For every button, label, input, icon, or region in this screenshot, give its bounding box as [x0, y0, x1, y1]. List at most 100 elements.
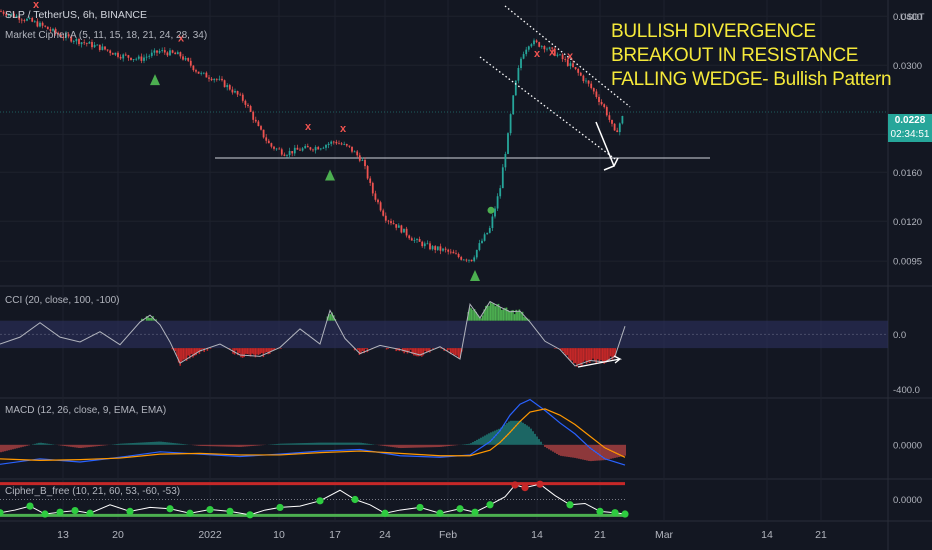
candle-body	[140, 56, 143, 61]
candle-body	[265, 137, 268, 141]
cipher-dot	[596, 507, 604, 515]
candle-body	[85, 42, 88, 44]
x-tick-label: 14	[531, 529, 543, 541]
cipher-dot	[246, 511, 254, 519]
candle-body	[174, 52, 177, 55]
candle-body	[208, 77, 210, 79]
cipher-dot	[511, 481, 519, 489]
candle-body	[83, 42, 86, 44]
cipher-a-label[interactable]: Market Cipher A (5, 11, 15, 18, 21, 24, …	[5, 30, 208, 41]
x-tick-label: Mar	[655, 529, 674, 541]
candle-body	[338, 143, 340, 145]
cipher-dot	[316, 497, 324, 505]
candle-body	[169, 50, 171, 56]
candle-body	[408, 235, 411, 239]
candle-body	[418, 239, 421, 242]
candle-body	[527, 46, 530, 50]
sell-signal-mark: x	[305, 121, 312, 133]
candle-body	[176, 52, 179, 55]
macd-label[interactable]: MACD (12, 26, close, 9, EMA, EMA)	[5, 405, 167, 416]
candle-body	[608, 115, 611, 120]
candle-body	[148, 55, 151, 57]
x-tick-label: 21	[594, 529, 606, 541]
candle-body	[327, 143, 330, 146]
candle-body	[62, 37, 65, 38]
candle-body	[7, 14, 10, 16]
symbol-title[interactable]: SLP / TetherUS, 6h, BINANCE	[5, 9, 148, 21]
cci-label[interactable]: CCI (20, close, 100, -100)	[5, 295, 120, 306]
macd-tick-label: 0.0000	[893, 440, 922, 451]
candle-body	[611, 119, 613, 124]
cci-tick-label: -400.0	[893, 385, 920, 396]
candle-body	[322, 147, 325, 149]
x-tick-label: 10	[273, 529, 285, 541]
candle-body	[603, 104, 606, 108]
cci-line	[0, 300, 626, 367]
candle-body	[213, 78, 216, 81]
candle-body	[65, 34, 67, 38]
candle-body	[585, 80, 587, 82]
currency-label[interactable]: USDT	[900, 12, 925, 22]
candle-body	[421, 241, 424, 247]
sell-signal-mark: x	[549, 46, 556, 58]
candle-body	[88, 41, 91, 44]
candle-body	[582, 75, 585, 82]
candle-body	[163, 50, 166, 53]
cipher-dot	[487, 206, 495, 214]
price-tick-label: 0.0160	[893, 168, 922, 179]
candle-body	[504, 153, 507, 168]
candle-body	[223, 80, 226, 88]
price-tick-label: 0.0095	[893, 257, 922, 268]
candle-body	[455, 253, 457, 255]
cipher-dot	[71, 507, 79, 515]
candle-body	[137, 56, 140, 59]
candle-body	[182, 56, 184, 60]
candle-body	[273, 146, 275, 149]
candle-body	[135, 58, 138, 60]
cipher-dot	[166, 505, 174, 513]
candle-body	[218, 78, 221, 80]
candle-body	[291, 151, 294, 154]
candle-body	[452, 251, 455, 254]
candle-body	[96, 44, 99, 46]
candle-body	[304, 146, 307, 149]
candle-body	[114, 52, 117, 55]
candle-body	[491, 216, 494, 229]
candle-body	[221, 78, 223, 81]
price-tick-label: 0.0400	[893, 12, 922, 23]
candle-body	[442, 248, 444, 251]
candle-body	[41, 22, 44, 26]
candle-body	[5, 13, 8, 16]
cipher-dot	[521, 484, 529, 492]
candle-body	[377, 199, 379, 203]
cipher-dot	[536, 480, 544, 488]
candle-body	[228, 85, 231, 90]
candle-body	[551, 47, 554, 49]
candle-body	[283, 154, 286, 156]
cipher-dot	[26, 502, 34, 510]
cci-divergence-arrow	[577, 355, 623, 368]
candle-body	[184, 57, 187, 60]
cipher-dot	[381, 509, 389, 517]
candle-body	[525, 49, 528, 55]
candle-body	[252, 111, 255, 120]
buy-signal-triangle	[325, 169, 335, 181]
candle-body	[197, 71, 200, 74]
cipher-dot	[351, 495, 359, 504]
candle-body	[413, 239, 416, 241]
candle-body	[431, 246, 434, 250]
candle-body	[39, 22, 41, 27]
candles	[0, 9, 624, 263]
candle-body	[335, 141, 338, 144]
candle-body	[361, 159, 364, 161]
candle-body	[384, 215, 387, 221]
candle-body	[540, 46, 543, 47]
candle-body	[429, 243, 431, 250]
candle-body	[400, 225, 403, 233]
candle-body	[538, 42, 541, 47]
cipher-dot	[276, 503, 284, 512]
candle-body	[312, 149, 314, 151]
cipher-b-label[interactable]: Cipher_B_free (10, 21, 60, 53, -60, -53)	[5, 486, 181, 497]
annotation-line-3: FALLING WEDGE- Bullish Pattern	[611, 69, 892, 90]
